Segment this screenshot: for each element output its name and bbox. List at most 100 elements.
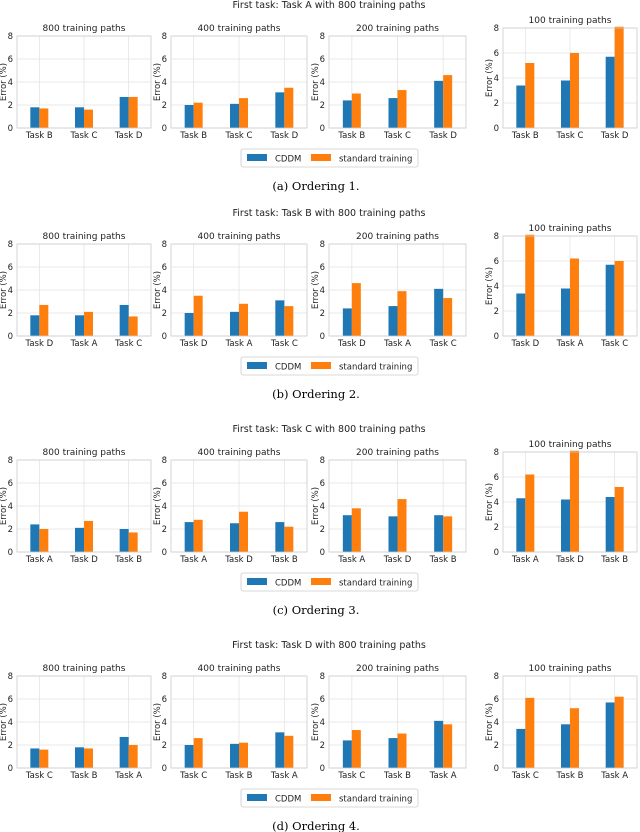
bar-cddm bbox=[605, 264, 615, 336]
y-tick-label: 4 bbox=[320, 502, 325, 512]
bar-cddm bbox=[605, 497, 615, 552]
y-tick-label: 4 bbox=[162, 78, 167, 88]
bar-cddm bbox=[516, 728, 526, 768]
y-tick-label: 0 bbox=[494, 548, 499, 558]
x-tick-label: Task D bbox=[383, 555, 412, 565]
y-tick-label: 0 bbox=[162, 124, 167, 134]
bar-cddm bbox=[184, 313, 194, 336]
x-tick-label: Task D bbox=[270, 131, 299, 141]
legend-swatch-standard-training bbox=[311, 578, 331, 585]
y-tick-label: 2 bbox=[320, 101, 325, 111]
y-tick-label: 0 bbox=[8, 332, 13, 342]
axes-frame bbox=[328, 35, 467, 129]
legend-swatch-cddm bbox=[247, 362, 267, 369]
y-tick-label: 6 bbox=[320, 55, 325, 65]
panel-title: 200 training paths bbox=[356, 448, 439, 458]
bar-standard-training bbox=[443, 298, 453, 336]
bar-cddm bbox=[275, 732, 285, 768]
y-tick-label: 4 bbox=[162, 718, 167, 728]
bar-standard-training bbox=[84, 311, 93, 336]
figure-title: First task: Task D with 800 training pat… bbox=[232, 640, 426, 651]
y-axis-label: Error (%) bbox=[485, 267, 495, 305]
y-axis-label: Error (%) bbox=[153, 487, 163, 525]
bar-standard-training bbox=[84, 109, 93, 128]
y-tick-label: 4 bbox=[8, 286, 13, 296]
panel-title: 800 training paths bbox=[43, 232, 126, 242]
y-tick-label: 2 bbox=[320, 309, 325, 319]
bar-cddm bbox=[75, 747, 84, 768]
bar-cddm bbox=[561, 80, 570, 128]
bar-standard-training bbox=[570, 258, 579, 336]
x-tick-label: Task A bbox=[337, 555, 365, 565]
y-tick-label: 2 bbox=[320, 741, 325, 751]
legend-swatch-standard-training bbox=[311, 362, 331, 369]
axes-frame bbox=[170, 459, 308, 553]
bar-standard-training bbox=[570, 708, 579, 768]
x-tick-label: Task D bbox=[179, 339, 208, 349]
bar-cddm bbox=[230, 103, 239, 128]
legend: CDDM standard training bbox=[240, 356, 419, 376]
bar-standard-training bbox=[239, 742, 248, 768]
figure-group-1: First task: Task A with 800 training pat… bbox=[0, 0, 638, 193]
x-tick-label: Task A bbox=[25, 555, 53, 565]
x-tick-label: Task B bbox=[179, 131, 207, 141]
x-tick-label: Task B bbox=[25, 131, 53, 141]
y-tick-label: 4 bbox=[320, 286, 325, 296]
x-tick-label: Task C bbox=[337, 771, 365, 781]
bar-standard-training bbox=[614, 261, 624, 336]
bar-standard-training bbox=[193, 295, 203, 336]
y-tick-label: 8 bbox=[320, 240, 325, 250]
figure-title: First task: Task C with 800 training pat… bbox=[232, 424, 425, 435]
x-tick-label: Task D bbox=[428, 131, 457, 141]
y-tick-label: 0 bbox=[494, 124, 499, 134]
bar-standard-training bbox=[397, 733, 407, 768]
y-tick-label: 2 bbox=[8, 525, 13, 535]
bar-standard-training bbox=[351, 283, 361, 336]
y-tick-label: 0 bbox=[320, 332, 325, 342]
bar-standard-training bbox=[39, 304, 49, 336]
figure-group-4: First task: Task D with 800 training pat… bbox=[0, 640, 638, 832]
y-tick-label: 8 bbox=[162, 32, 167, 42]
panel-3-2: 400 training paths 0 2 4 6 8 Task A Task D Task … bbox=[153, 448, 308, 565]
bar-standard-training bbox=[239, 511, 248, 552]
legend-swatch-cddm bbox=[247, 794, 267, 801]
x-tick-label: Task D bbox=[337, 339, 366, 349]
x-tick-label: Task B bbox=[556, 771, 584, 781]
panel-title: 400 training paths bbox=[198, 664, 281, 674]
y-tick-label: 6 bbox=[320, 263, 325, 273]
y-axis-label: Error (%) bbox=[153, 63, 163, 101]
y-axis-label: Error (%) bbox=[311, 271, 321, 309]
y-tick-label: 0 bbox=[320, 548, 325, 558]
y-axis-label: Error (%) bbox=[485, 59, 495, 97]
y-tick-label: 4 bbox=[8, 502, 13, 512]
x-tick-label: Task D bbox=[114, 131, 143, 141]
bar-cddm bbox=[184, 105, 194, 128]
y-tick-label: 6 bbox=[494, 49, 499, 59]
x-tick-label: Task D bbox=[600, 131, 629, 141]
bar-standard-training bbox=[284, 735, 294, 768]
y-tick-label: 6 bbox=[162, 55, 167, 65]
bar-standard-training bbox=[397, 499, 407, 552]
bar-cddm bbox=[275, 300, 285, 336]
panel-title: 100 training paths bbox=[529, 16, 612, 26]
bar-cddm bbox=[388, 98, 398, 128]
legend-label-standard-training: standard training bbox=[339, 363, 412, 373]
y-tick-label: 8 bbox=[162, 672, 167, 682]
y-tick-label: 2 bbox=[162, 101, 167, 111]
y-tick-label: 0 bbox=[8, 124, 13, 134]
bar-standard-training bbox=[351, 730, 361, 768]
bar-cddm bbox=[605, 56, 615, 128]
panel-2-1: 800 training paths 0 2 4 6 8 Task D Task A Task … bbox=[0, 232, 152, 349]
bar-cddm bbox=[342, 515, 352, 552]
bar-standard-training bbox=[84, 748, 93, 768]
panel-1-3: 200 training paths 0 2 4 6 8 Task B Task C Task … bbox=[311, 24, 467, 141]
axes-frame bbox=[16, 675, 152, 769]
panel-4-4: 100 training paths 0 2 4 6 8 Task C Task B Task … bbox=[485, 664, 638, 781]
bar-cddm bbox=[75, 527, 84, 552]
bar-standard-training bbox=[239, 98, 248, 128]
y-axis-label: Error (%) bbox=[0, 703, 9, 741]
x-tick-label: Task A bbox=[270, 771, 298, 781]
x-tick-label: Task A bbox=[600, 771, 628, 781]
bar-standard-training bbox=[525, 697, 535, 768]
